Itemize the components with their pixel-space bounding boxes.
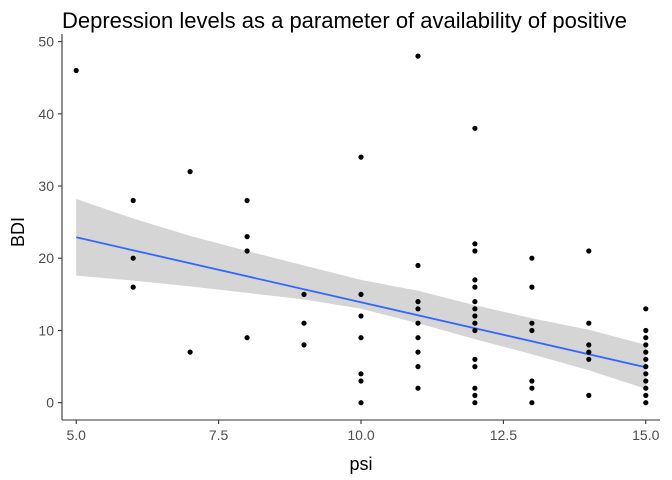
- data-point: [472, 313, 478, 319]
- data-point: [415, 364, 421, 370]
- data-point: [472, 277, 478, 283]
- x-tick-label: 5.0: [67, 427, 87, 443]
- data-point: [643, 349, 649, 355]
- data-point: [586, 320, 592, 326]
- data-point: [643, 342, 649, 348]
- data-point: [472, 327, 478, 334]
- data-point: [358, 378, 364, 384]
- data-point: [643, 327, 649, 334]
- data-point: [301, 320, 307, 326]
- x-axis-title: psi: [349, 454, 372, 474]
- data-point: [415, 262, 421, 269]
- data-point: [301, 291, 307, 297]
- data-point: [415, 385, 421, 391]
- data-point: [244, 197, 250, 204]
- y-axis-title: BDI: [8, 217, 28, 247]
- data-point: [472, 385, 478, 391]
- data-point: [244, 335, 250, 341]
- data-point: [415, 53, 421, 59]
- data-point: [643, 400, 649, 406]
- data-point: [586, 342, 592, 348]
- data-point: [358, 335, 364, 341]
- y-tick-label: 0: [46, 395, 54, 411]
- data-point: [643, 356, 649, 362]
- data-point: [130, 284, 136, 290]
- data-point: [586, 248, 592, 254]
- data-point: [472, 248, 478, 254]
- data-point: [643, 335, 649, 341]
- axes: 5.0 7.5 10.0 12.5 15.0 0 10 20 30 40 50: [38, 34, 660, 443]
- data-point: [415, 320, 421, 326]
- regression-line: [76, 236, 646, 369]
- data-point: [301, 342, 307, 348]
- x-tick-label: 10.0: [347, 427, 374, 443]
- data-point: [415, 349, 421, 355]
- data-point: [358, 154, 364, 160]
- x-tick-label: 7.5: [209, 427, 229, 443]
- data-point: [643, 364, 649, 370]
- data-point: [472, 364, 478, 370]
- data-point: [73, 67, 79, 74]
- y-tick-label: 20: [38, 250, 54, 266]
- data-point: [415, 306, 421, 312]
- data-point: [643, 306, 649, 312]
- data-point: [529, 320, 535, 326]
- y-tick-label: 50: [38, 34, 54, 50]
- chart-title: Depression levels as a parameter of avai…: [62, 8, 627, 33]
- data-point: [643, 371, 649, 377]
- data-point: [472, 400, 478, 406]
- fit-line-layer: [76, 236, 646, 369]
- x-tick-label: 12.5: [490, 427, 517, 443]
- data-point: [130, 197, 136, 204]
- data-point: [244, 248, 250, 254]
- data-point: [358, 400, 364, 406]
- data-point: [529, 385, 535, 391]
- data-point: [472, 299, 478, 305]
- data-point: [472, 392, 478, 398]
- y-tick-label: 30: [38, 178, 54, 194]
- data-point: [472, 125, 478, 131]
- data-point: [244, 234, 250, 240]
- data-point: [358, 313, 364, 319]
- x-tick-label: 15.0: [632, 427, 659, 443]
- y-tick-label: 40: [38, 106, 54, 122]
- data-points: [73, 53, 649, 406]
- data-point: [643, 378, 649, 384]
- data-point: [529, 327, 535, 334]
- data-point: [529, 284, 535, 290]
- data-point: [529, 378, 535, 384]
- data-point: [472, 241, 478, 247]
- data-point: [358, 291, 364, 297]
- data-point: [472, 320, 478, 326]
- data-point: [472, 284, 478, 290]
- data-point: [529, 400, 535, 406]
- data-point: [472, 306, 478, 312]
- data-point: [643, 392, 649, 398]
- data-point: [187, 349, 193, 355]
- data-point: [529, 255, 535, 261]
- data-point: [358, 371, 364, 377]
- data-point: [643, 385, 649, 391]
- data-point: [586, 349, 592, 355]
- data-point: [187, 169, 193, 175]
- data-point: [415, 335, 421, 341]
- data-point: [130, 255, 136, 261]
- data-point: [586, 392, 592, 398]
- data-point: [472, 356, 478, 362]
- data-point: [586, 356, 592, 362]
- y-tick-label: 10: [38, 322, 54, 338]
- data-point: [415, 299, 421, 305]
